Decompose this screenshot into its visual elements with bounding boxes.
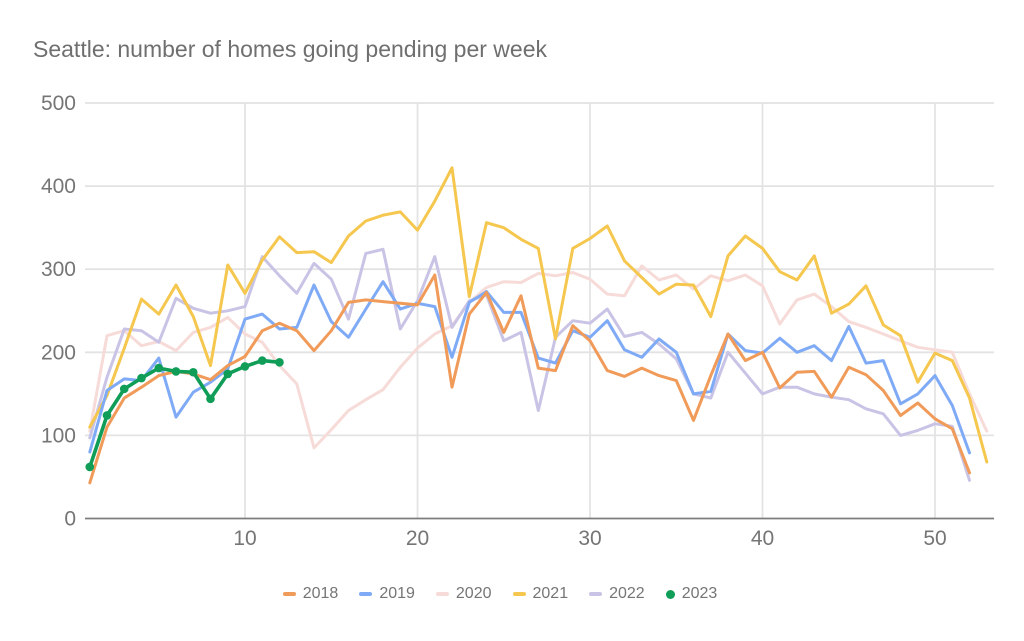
chart-title: Seattle: number of homes going pending p… <box>33 36 547 62</box>
legend-swatch-2023-dot-icon <box>665 589 675 599</box>
legend-item-2020[interactable]: 2020 <box>435 585 492 603</box>
legend-swatch-2022-line-icon <box>589 592 603 596</box>
x-tick-label-50: 50 <box>923 527 946 550</box>
series-line-2023 <box>88 358 282 469</box>
data-point-marker-2023-week-11 <box>257 356 267 365</box>
x-tick-label-40: 40 <box>751 527 774 550</box>
data-point-marker-2023-week-3 <box>119 384 129 394</box>
data-point-marker-2023-week-2 <box>102 411 112 420</box>
y-tick-label-100: 100 <box>41 424 76 447</box>
data-point-marker-2023-week-9 <box>223 369 233 379</box>
series-line-2022 <box>88 247 971 482</box>
legend-swatch-2019-line-icon <box>359 592 373 596</box>
y-tick-label-200: 200 <box>41 341 76 364</box>
legend-label-2018: 2018 <box>302 585 339 602</box>
legend-swatch-2020-line-icon <box>435 592 449 596</box>
legend-item-2018[interactable]: 2018 <box>282 585 339 603</box>
legend-item-2023[interactable]: 2023 <box>665 585 718 603</box>
legend: 2018 2019 2020 2021 2022 2023 <box>0 585 1000 603</box>
legend-item-2019[interactable]: 2019 <box>359 585 415 603</box>
data-point-marker-2023-week-12 <box>275 357 284 367</box>
y-tick-label-300: 300 <box>41 258 76 281</box>
x-tick-label-10: 10 <box>233 527 256 550</box>
data-point-marker-2023-week-5 <box>154 363 164 373</box>
data-point-marker-2023-week-1 <box>85 462 95 472</box>
legend-item-2022[interactable]: 2022 <box>589 585 645 603</box>
legend-label-2021: 2021 <box>532 585 569 602</box>
legend-label-2023: 2023 <box>681 585 718 602</box>
legend-swatch-2021-line-icon <box>512 592 526 596</box>
series-line-2021 <box>88 166 989 464</box>
legend-swatch-2018-line-icon <box>282 592 296 596</box>
data-point-marker-2023-week-10 <box>240 362 250 371</box>
series-line-2018 <box>88 273 971 485</box>
legend-label-2022: 2022 <box>609 585 645 602</box>
data-point-marker-2023-week-7 <box>188 367 198 377</box>
y-tick-label-500: 500 <box>41 92 76 115</box>
data-point-marker-2023-week-6 <box>171 367 181 376</box>
y-tick-label-0: 0 <box>64 508 76 531</box>
data-point-marker-2023-week-8 <box>206 394 215 404</box>
legend-label-2020: 2020 <box>455 585 492 602</box>
y-tick-label-400: 400 <box>41 175 76 198</box>
legend-label-2019: 2019 <box>379 585 415 602</box>
data-point-marker-2023-week-4 <box>137 373 146 383</box>
x-tick-label-20: 20 <box>406 527 429 550</box>
x-tick-label-30: 30 <box>578 527 601 550</box>
legend-item-2021[interactable]: 2021 <box>512 585 569 603</box>
